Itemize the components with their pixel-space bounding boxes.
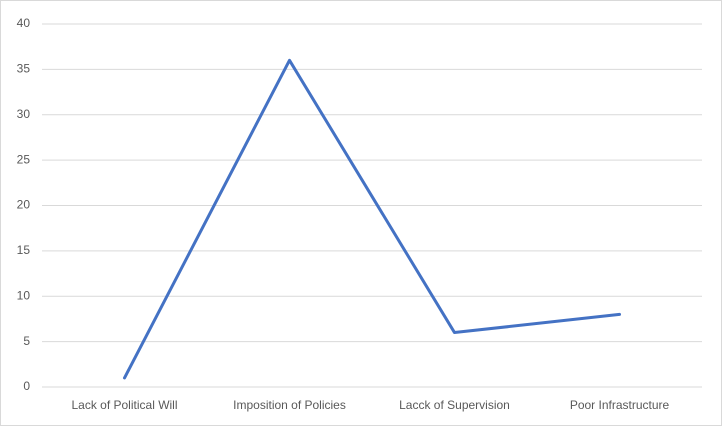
y-tick-label: 30	[17, 107, 31, 121]
x-tick-label: Lack of Political Will	[71, 398, 177, 412]
y-tick-label: 10	[17, 288, 31, 302]
x-tick-label: Lacck of Supervision	[399, 398, 510, 412]
y-tick-label: 15	[17, 243, 31, 257]
y-tick-label: 20	[17, 198, 31, 212]
y-tick-label: 40	[17, 16, 31, 30]
x-tick-label: Poor Infrastructure	[570, 398, 670, 412]
x-tick-label: Imposition of Policies	[233, 398, 346, 412]
data-line	[123, 58, 621, 380]
y-tick-label: 25	[17, 152, 31, 166]
y-tick-label: 35	[17, 62, 31, 76]
y-tick-label: 0	[23, 379, 30, 393]
y-tick-label: 5	[23, 334, 30, 348]
